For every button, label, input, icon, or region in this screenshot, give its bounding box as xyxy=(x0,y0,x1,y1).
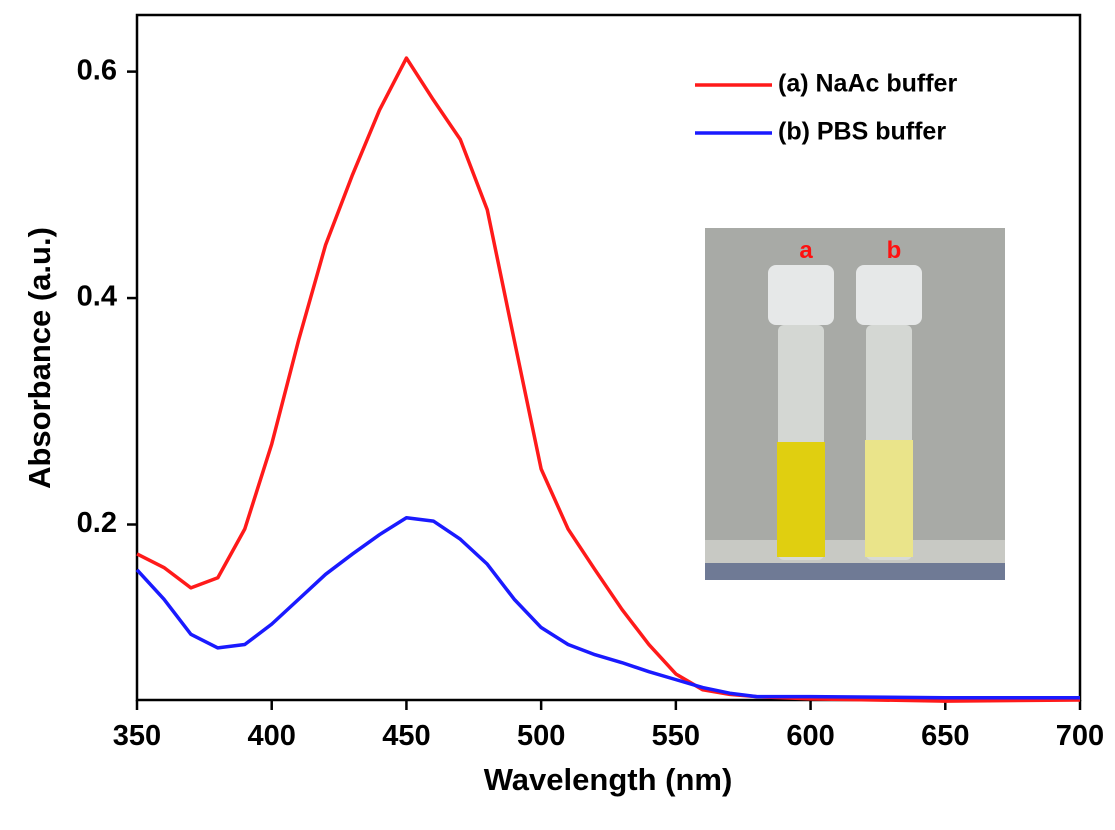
x-tick-label: 350 xyxy=(113,720,161,752)
data-line xyxy=(135,515,1080,700)
x-tick-label: 400 xyxy=(248,720,296,752)
y-axis-title: Absorbance (a.u.) xyxy=(22,227,57,489)
inset-label: b xyxy=(887,237,902,264)
x-tick-label: 600 xyxy=(786,720,834,752)
y-tick-label: 0.4 xyxy=(77,281,117,313)
inset-photo xyxy=(705,228,1005,580)
legend-label: (b) PBS buffer xyxy=(778,118,946,146)
inset-label: a xyxy=(799,237,813,264)
x-tick-label: 700 xyxy=(1056,720,1104,752)
x-tick-label: 500 xyxy=(517,720,565,752)
x-axis-title: Wavelength (nm) xyxy=(484,762,733,797)
y-tick-label: 0.6 xyxy=(77,54,117,86)
y-tick-label: 0.2 xyxy=(77,507,117,539)
x-tick-label: 650 xyxy=(921,720,969,752)
x-tick-label: 550 xyxy=(652,720,700,752)
plot-frame xyxy=(135,13,1082,702)
legend-label: (a) NaAc buffer xyxy=(778,70,957,98)
x-tick-label: 450 xyxy=(382,720,430,752)
